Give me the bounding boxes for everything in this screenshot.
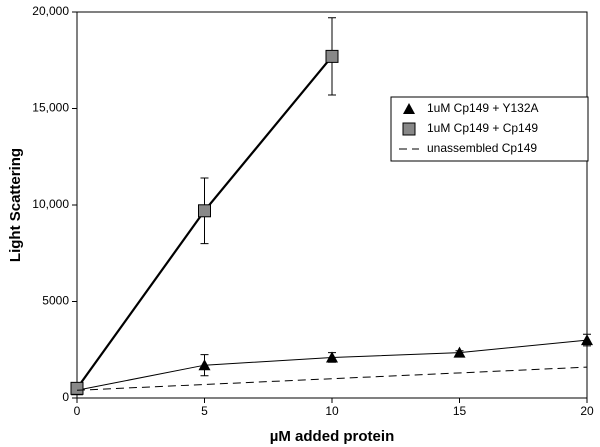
square-marker bbox=[325, 49, 339, 63]
x-tick-label: 5 bbox=[201, 404, 208, 418]
legend-box bbox=[390, 96, 589, 162]
square-marker bbox=[402, 122, 416, 136]
legend-label: 1uM Cp149 + Cp149 bbox=[427, 121, 538, 135]
triangle-marker bbox=[326, 351, 338, 363]
x-tick-label: 15 bbox=[453, 404, 467, 418]
triangle-marker bbox=[453, 346, 466, 358]
x-tick-label: 20 bbox=[580, 404, 594, 418]
x-tick-label: 0 bbox=[74, 404, 81, 418]
x-tick-label: 10 bbox=[325, 404, 339, 418]
y-tick-label: 10,000 bbox=[32, 197, 69, 211]
legend-label: 1uM Cp149 + Y132A bbox=[427, 101, 539, 115]
series-line bbox=[76, 339, 588, 391]
legend-label: unassembled Cp149 bbox=[427, 141, 537, 155]
series-line bbox=[76, 366, 588, 391]
y-tick-label: 20,000 bbox=[32, 4, 69, 18]
y-axis-label: Light Scattering bbox=[7, 148, 24, 262]
y-tick-label: 0 bbox=[62, 390, 69, 404]
y-tick-label: 15,000 bbox=[32, 101, 69, 115]
square-marker bbox=[70, 381, 84, 395]
y-tick-label: 5000 bbox=[42, 294, 69, 308]
triangle-marker bbox=[198, 359, 211, 371]
square-marker bbox=[198, 204, 211, 218]
triangle-marker bbox=[403, 103, 415, 114]
triangle-marker bbox=[581, 334, 593, 346]
x-axis-label: µM added protein bbox=[270, 428, 394, 445]
